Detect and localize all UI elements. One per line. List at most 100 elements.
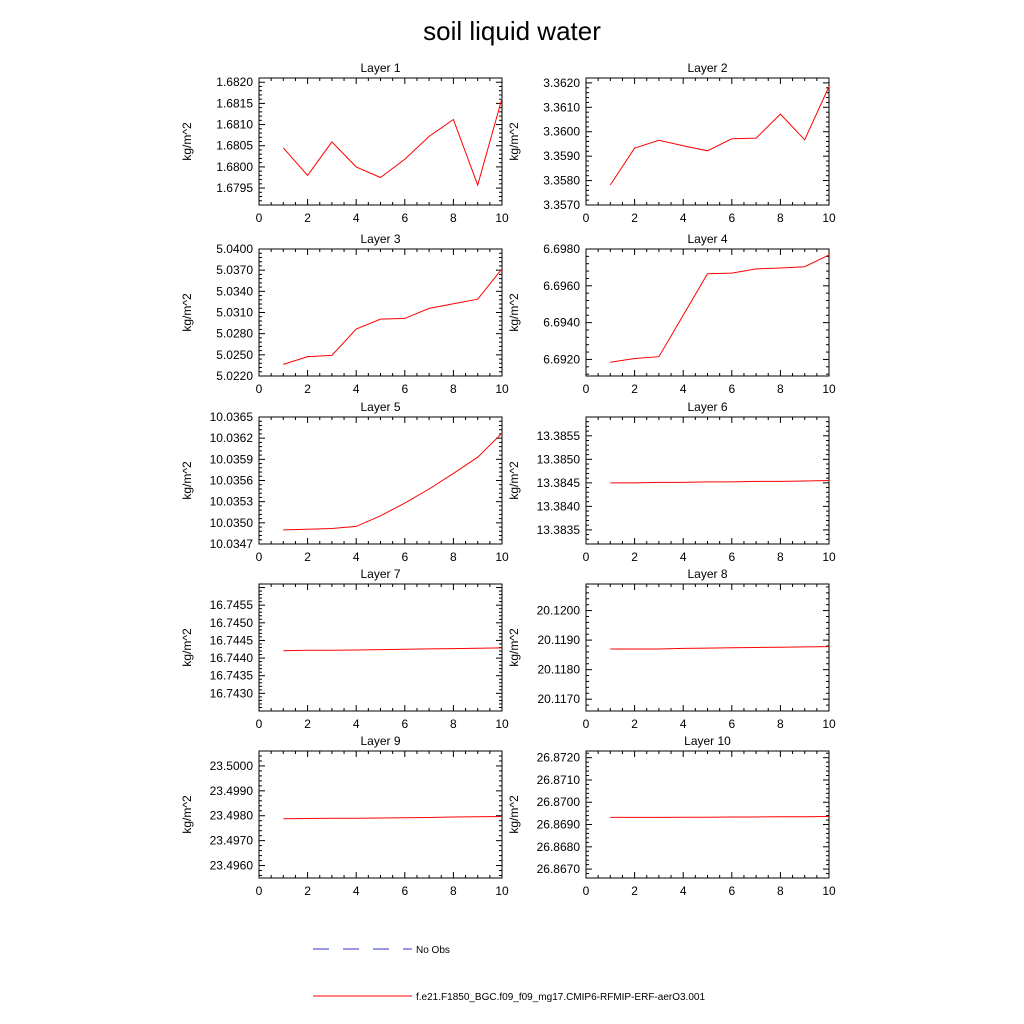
x-tick-label: 4 <box>353 717 360 731</box>
y-tick-label: 5.0250 <box>216 348 253 362</box>
y-tick-label: 26.8670 <box>537 862 581 876</box>
x-tick-label: 2 <box>631 382 638 396</box>
y-tick-label: 5.0370 <box>216 263 253 277</box>
x-tick-label: 0 <box>583 211 590 225</box>
x-tick-label: 0 <box>256 717 263 731</box>
y-tick-label: 5.0400 <box>216 242 253 256</box>
panel-layer-2: Layer 2 0 2 4 6 8 10 3.3570 3.3580 3.3590 3.3600 3.… <box>507 61 836 225</box>
panel-title: Layer 3 <box>360 232 400 246</box>
series-line <box>283 432 503 531</box>
series-line <box>610 480 830 484</box>
plot-frame <box>258 77 503 206</box>
x-tick-label: 8 <box>450 382 457 396</box>
panel-layer-8: Layer 8 0 2 4 6 8 10 20.1170 20.1180 20.1190 20.12… <box>507 567 836 731</box>
x-tick-label: 8 <box>777 211 784 225</box>
y-tick-label: 5.0340 <box>216 284 253 298</box>
y-tick-label: 13.3850 <box>537 452 581 466</box>
x-tick-label: 10 <box>495 382 509 396</box>
panel-layer-3: Layer 3 0 2 4 6 8 10 5.0220 5.0250 5.0280 5.0310 5.… <box>180 232 509 396</box>
plot-frame <box>585 248 830 377</box>
x-tick-label: 2 <box>304 382 311 396</box>
legend-label: No Obs <box>416 945 450 956</box>
x-tick-label: 6 <box>728 550 735 564</box>
x-tick-label: 10 <box>822 884 836 898</box>
panel-title: Layer 1 <box>360 61 400 75</box>
y-tick-label: 10.0350 <box>210 516 254 530</box>
legend-entry-1: No Obs <box>313 945 450 956</box>
y-tick-label: 10.0353 <box>210 495 254 509</box>
y-tick-label: 26.8720 <box>537 751 581 765</box>
y-tick-label: 26.8680 <box>537 840 581 854</box>
y-tick-label: 20.1180 <box>538 663 581 677</box>
y-tick-label: 6.6960 <box>543 279 580 293</box>
y-tick-label: 3.3590 <box>543 149 580 163</box>
y-tick-label: 23.4960 <box>210 859 254 873</box>
y-tick-label: 1.6810 <box>216 118 253 132</box>
y-axis-label: kg/m^2 <box>507 795 521 834</box>
y-tick-label: 1.6805 <box>216 139 253 153</box>
x-tick-label: 2 <box>631 884 638 898</box>
y-tick-label: 23.4970 <box>210 834 254 848</box>
panel-grid: Layer 10 2 4 6 8 101.67951.68001.68051.68101.… <box>180 61 836 898</box>
x-tick-label: 8 <box>450 211 457 225</box>
x-tick-label: 6 <box>728 717 735 731</box>
x-tick-label: 0 <box>583 717 590 731</box>
x-tick-label: 10 <box>495 717 509 731</box>
x-tick-label: 2 <box>304 717 311 731</box>
y-tick-label: 5.0310 <box>216 306 253 320</box>
panel-title: Layer 10 <box>684 734 731 748</box>
y-tick-label: 10.0365 <box>210 410 254 424</box>
y-axis-label: kg/m^2 <box>180 293 194 332</box>
x-tick-label: 2 <box>304 884 311 898</box>
y-tick-label: 16.7455 <box>210 598 254 612</box>
x-tick-label: 6 <box>401 884 408 898</box>
y-tick-label: 6.6920 <box>543 352 580 366</box>
y-axis-label: kg/m^2 <box>180 628 194 667</box>
y-tick-label: 20.1170 <box>538 692 581 706</box>
y-tick-label: 23.5000 <box>210 759 254 773</box>
panel-layer-1: Layer 1 0 2 4 6 8 10 1.6795 1.6800 1.6805 1.6810 1.… <box>180 61 509 225</box>
plot-frame <box>585 416 830 545</box>
x-tick-label: 6 <box>401 550 408 564</box>
panel-layer-10: Layer 10 0 2 4 6 8 10 26.8670 26.8680 26.8690 26.8… <box>507 734 836 898</box>
y-tick-label: 13.3845 <box>537 476 581 490</box>
y-axis-label: kg/m^2 <box>180 122 194 161</box>
x-tick-label: 10 <box>495 884 509 898</box>
x-tick-label: 4 <box>353 382 360 396</box>
y-tick-label: 6.6940 <box>543 316 580 330</box>
series-line <box>610 816 830 818</box>
x-tick-label: 0 <box>256 550 263 564</box>
series-line <box>610 254 830 363</box>
plot-frame <box>585 750 830 879</box>
y-tick-label: 10.0347 <box>210 537 254 551</box>
y-tick-label: 3.3620 <box>543 76 580 90</box>
x-tick-label: 4 <box>353 211 360 225</box>
panel-title: Layer 4 <box>687 232 727 246</box>
x-tick-label: 4 <box>680 717 687 731</box>
x-tick-label: 8 <box>450 884 457 898</box>
y-tick-label: 16.7430 <box>210 686 254 700</box>
x-tick-label: 0 <box>583 884 590 898</box>
legend-entry-2: f.e21.F1850_BGC.f09_f09_mg17.CMIP6-RFMIP… <box>313 992 705 1003</box>
panel-title: Layer 2 <box>687 61 727 75</box>
panel-title: Layer 9 <box>360 734 400 748</box>
y-tick-label: 5.0280 <box>216 327 253 341</box>
y-tick-label: 6.6980 <box>543 242 580 256</box>
panel-layer-9: Layer 9 0 2 4 6 8 10 23.4960 23.4970 23.4980 23.49… <box>180 734 509 898</box>
legend: No Obs f.e21.F1850_BGC.f09_f09_mg17.CMIP6… <box>313 945 705 1003</box>
x-tick-label: 8 <box>777 382 784 396</box>
x-tick-label: 6 <box>401 211 408 225</box>
y-tick-label: 20.1190 <box>538 633 581 647</box>
x-tick-label: 0 <box>583 382 590 396</box>
panel-title: Layer 5 <box>360 400 400 414</box>
y-tick-label: 23.4980 <box>210 809 254 823</box>
x-tick-label: 0 <box>256 211 263 225</box>
y-tick-label: 3.3570 <box>543 198 580 212</box>
chart-title: soil liquid water <box>423 16 601 46</box>
y-tick-label: 5.0220 <box>216 369 253 383</box>
x-tick-label: 10 <box>822 211 836 225</box>
x-tick-label: 6 <box>728 884 735 898</box>
y-tick-label: 1.6820 <box>216 75 253 89</box>
series-line <box>609 86 830 186</box>
